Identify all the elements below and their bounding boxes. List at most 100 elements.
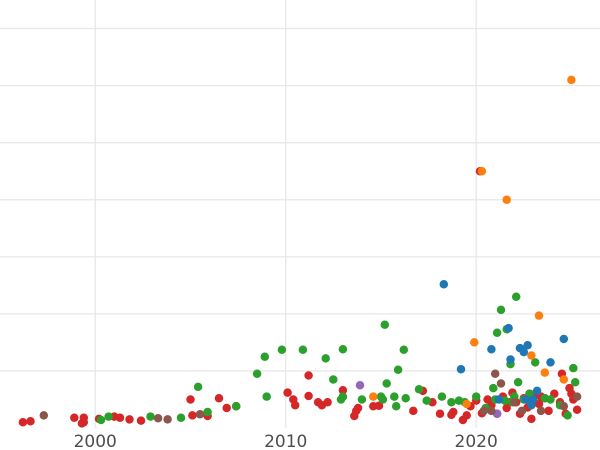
data-point <box>506 355 515 364</box>
data-point <box>195 410 205 419</box>
data-point <box>323 398 332 407</box>
x-tick-label: 2010 <box>264 432 307 450</box>
data-point <box>487 344 496 354</box>
data-point <box>188 411 197 420</box>
data-point <box>304 371 313 380</box>
data-point <box>534 399 544 409</box>
data-point <box>572 405 582 414</box>
data-point <box>479 406 489 416</box>
data-point <box>298 345 308 355</box>
data-point <box>523 341 532 350</box>
data-point <box>277 345 287 355</box>
data-point <box>115 413 125 422</box>
data-point <box>559 375 569 384</box>
data-point <box>39 411 49 420</box>
data-point <box>456 364 466 374</box>
data-point <box>521 395 530 404</box>
data-point <box>532 386 542 396</box>
data-point <box>401 394 410 403</box>
data-point <box>393 365 403 375</box>
data-point <box>570 378 580 387</box>
data-point <box>559 402 569 411</box>
data-point <box>176 413 186 422</box>
data-point <box>231 402 241 411</box>
data-point <box>540 368 550 377</box>
data-point <box>489 383 498 393</box>
data-point <box>283 388 292 397</box>
data-point <box>222 403 231 413</box>
data-point <box>338 392 348 401</box>
data-point <box>409 406 418 416</box>
data-point <box>559 334 569 344</box>
data-point <box>422 396 431 405</box>
data-point <box>186 395 195 404</box>
data-point <box>546 395 555 404</box>
data-point <box>136 416 146 425</box>
data-point <box>477 166 487 176</box>
data-point <box>329 375 338 384</box>
data-point <box>260 352 270 361</box>
data-point <box>338 386 348 395</box>
data-point <box>519 347 529 357</box>
data-point <box>487 406 496 416</box>
data-point <box>527 351 536 360</box>
data-point <box>496 305 506 315</box>
data-point <box>504 323 513 333</box>
data-point <box>380 320 390 329</box>
data-point <box>470 338 479 347</box>
grid-layer <box>0 0 600 428</box>
data-point <box>18 418 28 427</box>
data-point <box>449 407 458 417</box>
data-point <box>153 414 163 423</box>
data-point <box>536 406 546 416</box>
data-point <box>382 379 391 388</box>
data-point <box>513 378 523 387</box>
points-layer <box>18 75 582 428</box>
data-point <box>447 398 456 407</box>
data-point <box>563 411 572 420</box>
data-point <box>534 311 544 320</box>
data-point <box>530 358 540 367</box>
data-point <box>527 414 536 424</box>
data-point <box>146 412 155 421</box>
data-point <box>203 407 212 417</box>
data-point <box>572 392 582 401</box>
data-point <box>544 406 553 416</box>
data-point <box>437 392 447 401</box>
data-point <box>567 75 576 85</box>
data-point <box>353 403 363 413</box>
data-point <box>338 344 348 354</box>
data-point <box>494 395 504 404</box>
data-point <box>414 384 424 394</box>
data-point <box>439 279 449 289</box>
data-point <box>546 358 555 367</box>
data-point <box>214 394 224 403</box>
data-point <box>471 392 481 401</box>
data-point <box>374 401 384 410</box>
data-point <box>26 416 35 426</box>
data-point <box>77 419 87 428</box>
data-point <box>262 392 271 401</box>
data-point <box>399 345 409 355</box>
data-point <box>163 415 172 424</box>
data-point <box>435 409 445 418</box>
data-point <box>304 391 313 401</box>
data-point <box>492 328 502 337</box>
data-point <box>510 398 519 407</box>
data-point <box>569 363 578 373</box>
data-point <box>462 399 471 409</box>
data-point <box>511 292 521 301</box>
data-point <box>517 406 527 416</box>
data-point <box>357 395 367 404</box>
data-point <box>390 392 399 401</box>
data-point <box>490 369 500 379</box>
data-point <box>355 380 365 390</box>
data-point <box>369 392 378 401</box>
data-point <box>378 395 388 404</box>
data-point <box>527 400 536 410</box>
data-point <box>125 415 134 424</box>
x-tick-label: 2020 <box>455 432 498 450</box>
data-point <box>104 412 113 421</box>
data-point <box>290 400 300 410</box>
